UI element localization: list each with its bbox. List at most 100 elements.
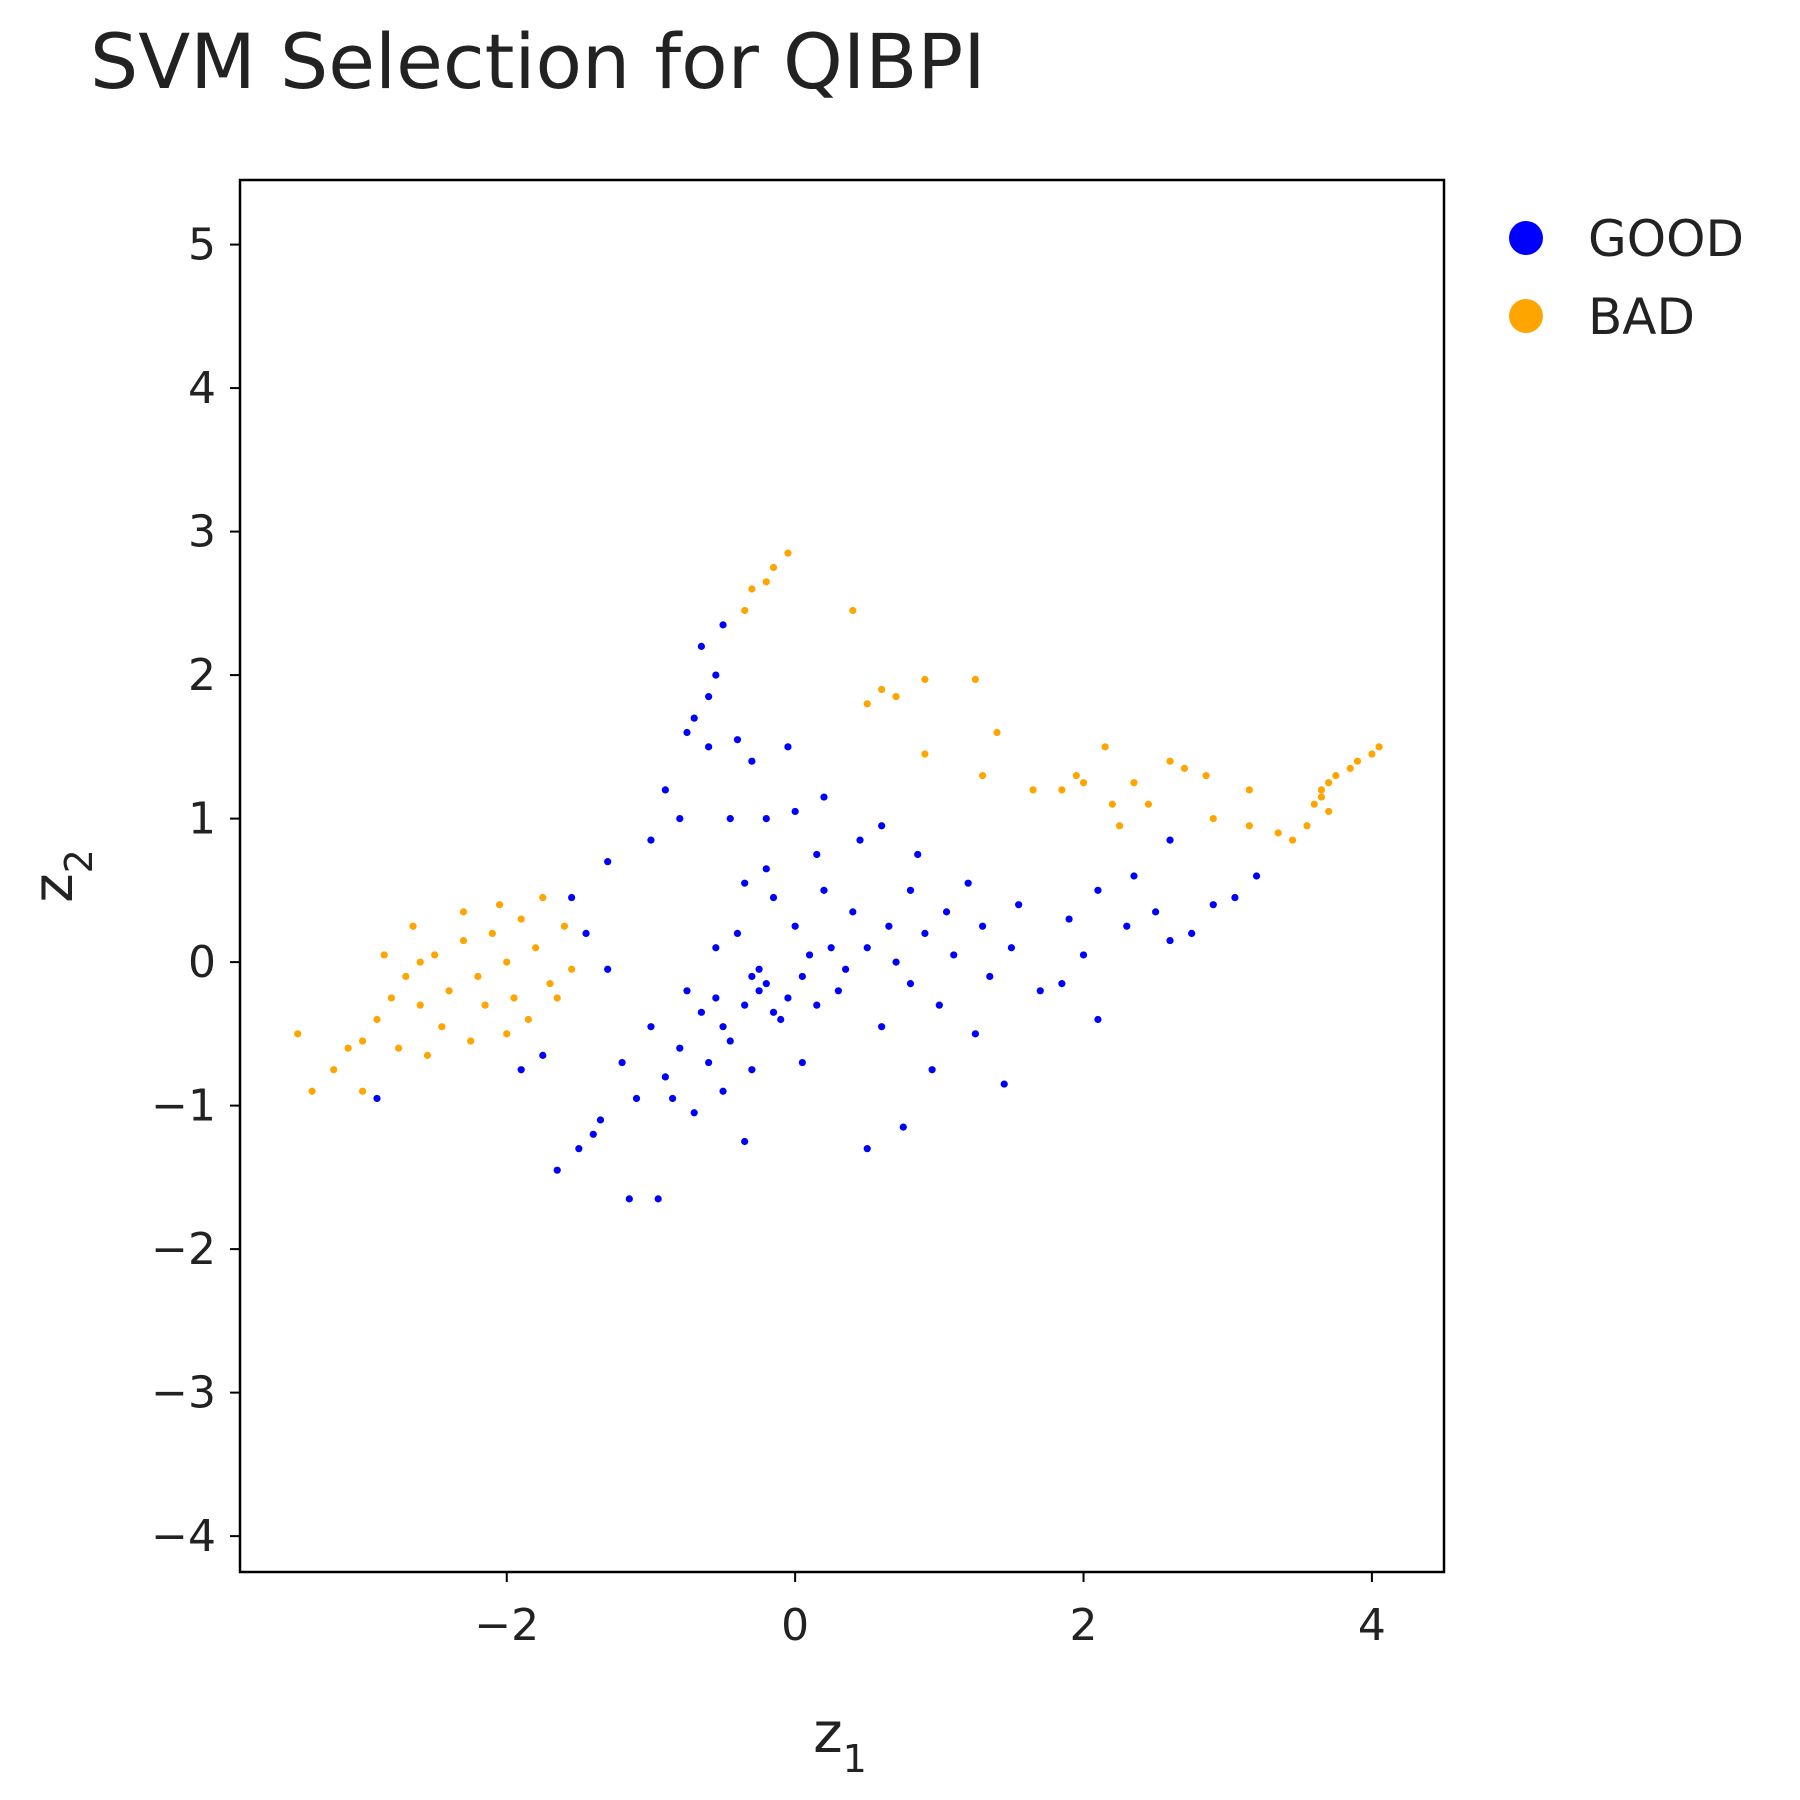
point-bad <box>423 1051 432 1059</box>
point-bad <box>459 936 468 945</box>
point-good <box>769 893 778 902</box>
point-good <box>712 994 720 1002</box>
point-bad <box>294 1030 302 1038</box>
point-bad <box>488 929 496 938</box>
point-bad <box>330 1066 338 1074</box>
point-bad <box>1368 750 1376 758</box>
point-good <box>625 1195 633 1203</box>
point-good <box>697 642 706 650</box>
point-bad <box>474 972 482 981</box>
point-good <box>373 1094 381 1103</box>
point-good <box>769 1008 778 1016</box>
point-good <box>834 987 842 995</box>
point-bad <box>1317 786 1326 794</box>
point-bad <box>1101 743 1109 751</box>
point-bad <box>510 994 518 1002</box>
series-bad <box>294 549 1383 1095</box>
point-bad <box>1130 779 1138 787</box>
point-bad <box>402 972 410 981</box>
scatter-points <box>294 549 1383 1203</box>
point-good <box>777 1015 785 1024</box>
point-good <box>661 786 669 794</box>
point-bad <box>467 1037 475 1045</box>
legend-item-bad[interactable]: BAD <box>1509 288 1695 346</box>
legend-item-good[interactable]: GOOD <box>1509 210 1744 268</box>
point-good <box>820 793 828 801</box>
point-good <box>1079 951 1088 959</box>
point-good <box>712 944 720 952</box>
point-good <box>1123 922 1131 930</box>
point-bad <box>503 1030 511 1038</box>
point-good <box>791 807 799 816</box>
point-good <box>748 757 756 765</box>
point-good <box>712 671 720 679</box>
point-bad <box>373 1015 381 1024</box>
point-bad <box>568 965 576 973</box>
point-bad <box>1353 757 1362 765</box>
point-good <box>935 1001 943 1009</box>
point-good <box>553 1166 561 1174</box>
point-bad <box>762 578 770 586</box>
point-good <box>748 1066 756 1074</box>
point-good <box>726 814 734 823</box>
point-good <box>589 1130 597 1138</box>
point-good <box>1152 908 1160 916</box>
point-good <box>705 1058 713 1067</box>
point-bad <box>1325 807 1333 816</box>
point-good <box>986 972 994 981</box>
legend: GOOD BAD <box>1509 210 1744 346</box>
point-good <box>705 693 713 701</box>
point-bad <box>784 549 792 557</box>
y-tick-label: −3 <box>151 1368 216 1419</box>
point-bad <box>878 685 886 694</box>
point-good <box>842 965 850 973</box>
point-bad <box>539 893 547 902</box>
point-good <box>950 951 958 959</box>
point-good <box>517 1066 525 1074</box>
point-good <box>676 814 684 823</box>
point-bad <box>1029 786 1037 794</box>
point-good <box>539 1051 547 1059</box>
point-bad <box>1346 764 1354 772</box>
point-bad <box>1209 814 1217 823</box>
point-bad <box>1288 836 1297 844</box>
y-tick-label: −2 <box>151 1224 216 1275</box>
point-bad <box>531 944 540 952</box>
point-good <box>784 743 792 751</box>
point-good <box>892 958 900 966</box>
plot-area <box>238 178 1446 1574</box>
point-bad <box>553 994 561 1002</box>
y-tick-label: 5 <box>188 220 216 271</box>
point-bad <box>921 675 929 683</box>
point-bad <box>524 1015 532 1024</box>
x-axis-title-sub: 1 <box>843 1737 867 1781</box>
point-good <box>878 822 886 830</box>
y-tick-label: 0 <box>188 937 216 988</box>
chart-title: SVM Selection for QIBPI <box>90 17 986 106</box>
point-good <box>755 965 763 973</box>
point-good <box>618 1058 626 1067</box>
point-bad <box>445 987 453 995</box>
legend-swatch-bad <box>1509 299 1543 333</box>
point-good <box>733 736 742 744</box>
point-bad <box>1079 779 1088 787</box>
point-bad <box>495 901 504 909</box>
point-good <box>690 714 698 722</box>
point-good <box>906 980 915 988</box>
point-good <box>964 879 972 887</box>
point-good <box>820 886 828 894</box>
point-bad <box>993 728 1001 737</box>
point-good <box>741 879 749 887</box>
point-good <box>1209 901 1217 909</box>
point-bad <box>1058 786 1066 794</box>
point-good <box>928 1066 936 1074</box>
point-good <box>697 1008 706 1016</box>
point-bad <box>741 606 749 615</box>
point-bad <box>395 1044 403 1052</box>
point-good <box>1231 893 1239 902</box>
point-bad <box>560 922 569 930</box>
point-bad <box>849 606 857 615</box>
point-good <box>971 1030 979 1038</box>
point-good <box>791 922 799 930</box>
